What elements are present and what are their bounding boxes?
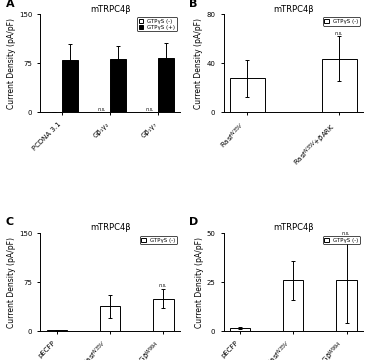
Bar (322, 59, 357, 112)
Title: mTRPC4β: mTRPC4β (90, 5, 131, 14)
Bar (153, 298, 174, 331)
Title: mTRPC4β: mTRPC4β (273, 223, 314, 232)
Text: B: B (189, 0, 197, 9)
Title: mTRPC4β: mTRPC4β (90, 223, 131, 232)
Legend: GTPγS (-): GTPγS (-) (323, 17, 360, 26)
Bar (283, 280, 303, 331)
Bar (47, 330, 67, 331)
Text: A: A (6, 0, 14, 9)
Bar (100, 306, 120, 331)
Title: mTRPC4β: mTRPC4β (273, 5, 314, 14)
Bar (230, 328, 250, 331)
Text: D: D (189, 217, 198, 227)
Bar (62, 60, 77, 112)
Text: n.s.: n.s. (159, 283, 168, 288)
Bar (230, 78, 265, 112)
Y-axis label: Current Density (pA/pF): Current Density (pA/pF) (195, 237, 204, 328)
Text: n.s.: n.s. (342, 231, 351, 236)
Text: C: C (6, 217, 14, 227)
Text: n.s.: n.s. (98, 107, 107, 112)
Text: n.s.: n.s. (146, 107, 155, 112)
Y-axis label: Current Density (pA/pF): Current Density (pA/pF) (7, 237, 16, 328)
Legend: GTPγS (-): GTPγS (-) (139, 236, 177, 244)
Y-axis label: Current Density (pA/pF): Current Density (pA/pF) (7, 18, 16, 109)
Y-axis label: Current Density (pA/pF): Current Density (pA/pF) (195, 18, 204, 109)
Text: n.s.: n.s. (335, 31, 344, 36)
Bar (336, 280, 357, 331)
Bar (110, 59, 125, 112)
Bar (158, 58, 174, 112)
Legend: GTPγS (-), GTPγS (+): GTPγS (-), GTPγS (+) (137, 17, 177, 31)
Legend: GTPγS (-): GTPγS (-) (323, 236, 360, 244)
